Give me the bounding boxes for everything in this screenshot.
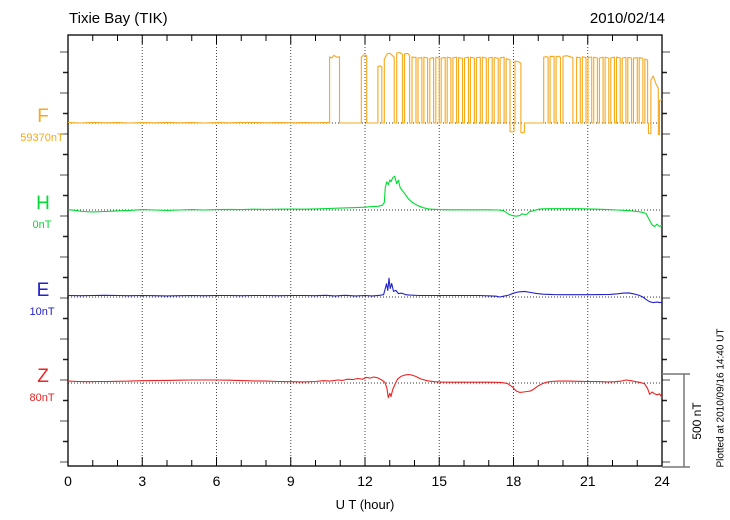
plotted-timestamp-note: Plotted at 2010/09/16 14:40 UT: [715, 328, 727, 468]
x-tick-label-3: 3: [138, 473, 147, 489]
component-baseline-value-F: 59370nT: [20, 132, 64, 144]
x-axis-title: U T (hour): [335, 497, 395, 512]
trace-E: [67, 277, 663, 304]
component-label-F: F: [37, 106, 49, 127]
trace-H: [67, 175, 663, 228]
component-baseline-value-Z: 80nT: [29, 392, 55, 404]
plot-date: 2010/02/14: [589, 10, 665, 27]
x-tick-label-21: 21: [579, 473, 596, 489]
x-tick-label-0: 0: [64, 473, 72, 489]
component-baseline-value-H: 0nT: [32, 219, 52, 231]
component-label-H: H: [36, 193, 50, 214]
trace-F: [67, 51, 663, 136]
x-tick-label-24: 24: [654, 473, 670, 489]
component-baseline-value-E: 10nT: [29, 306, 55, 318]
x-tick-label-12: 12: [357, 473, 373, 489]
component-label-Z: Z: [37, 366, 49, 387]
plot-frame: [67, 34, 663, 467]
x-tick-label-6: 6: [212, 473, 221, 489]
station-title: Tixie Bay (TIK): [69, 10, 168, 27]
x-tick-label-9: 9: [286, 473, 295, 489]
x-tick-label-15: 15: [431, 473, 448, 489]
x-tick-label-18: 18: [505, 473, 522, 489]
scale-bar-label: 500 nT: [690, 402, 704, 440]
trace-Z: [67, 373, 663, 399]
component-label-E: E: [36, 280, 50, 301]
